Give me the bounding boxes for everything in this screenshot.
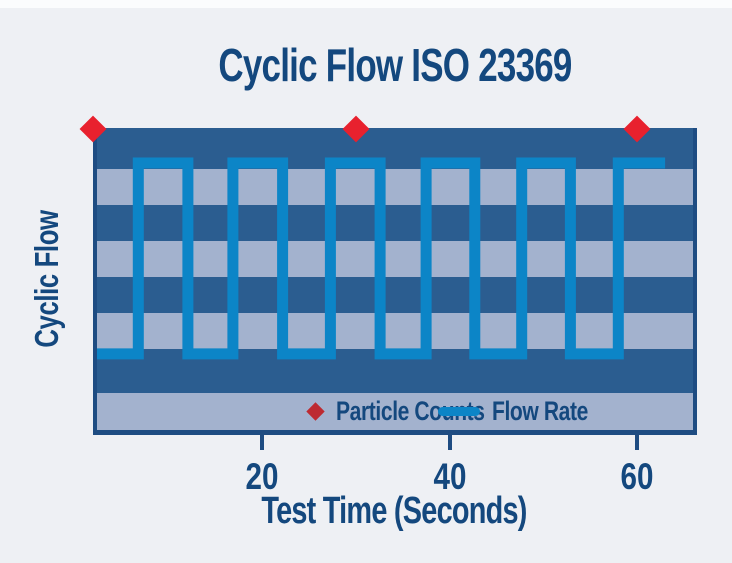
flow-rate-line-icon: [438, 407, 480, 416]
plot-stripe-light: [97, 313, 693, 349]
x-axis-tick-label: 60: [616, 456, 657, 498]
plot-stripe-light: [97, 241, 693, 277]
x-axis-tick-label: 40: [429, 456, 470, 498]
flow-rate-wave: [97, 157, 666, 360]
particle-counts-diamond-icon: [306, 402, 325, 421]
x-axis-tick-label-text: 60: [620, 456, 654, 497]
x-axis-tick: [260, 435, 264, 450]
flow-rate-polyline: [97, 157, 666, 360]
x-axis-tick-label: 20: [241, 456, 282, 498]
x-axis-label: Test Time (Seconds): [219, 490, 568, 533]
plot-stripe-dark: [97, 277, 693, 313]
plot-stripe-light: [97, 169, 693, 205]
chart-title-text: Cyclic Flow ISO 23369: [218, 39, 572, 91]
y-axis-label: Cyclic Flow: [28, 210, 65, 348]
x-axis-tick-label-text: 20: [245, 456, 279, 497]
legend-label-flow-rate: Flow Rate: [492, 396, 588, 426]
legend-item-flow-rate: Flow Rate: [438, 393, 615, 430]
background-stripes: [97, 128, 693, 430]
plot-stripe-dark: [97, 205, 693, 241]
x-axis-tick: [635, 435, 639, 450]
x-axis-label-text: Test Time (Seconds): [261, 490, 527, 532]
image-top-border: [0, 0, 732, 8]
plot-stripe-light: [97, 393, 693, 430]
plot-stripe-dark: [97, 128, 693, 169]
x-axis-tick-label-text: 40: [433, 456, 466, 497]
x-axis-tick: [447, 435, 452, 450]
chart-title: Cyclic Flow ISO 23369: [163, 38, 628, 92]
plot-area: Particle Counts Flow Rate: [93, 128, 697, 435]
legend: Particle Counts Flow Rate: [97, 393, 693, 430]
